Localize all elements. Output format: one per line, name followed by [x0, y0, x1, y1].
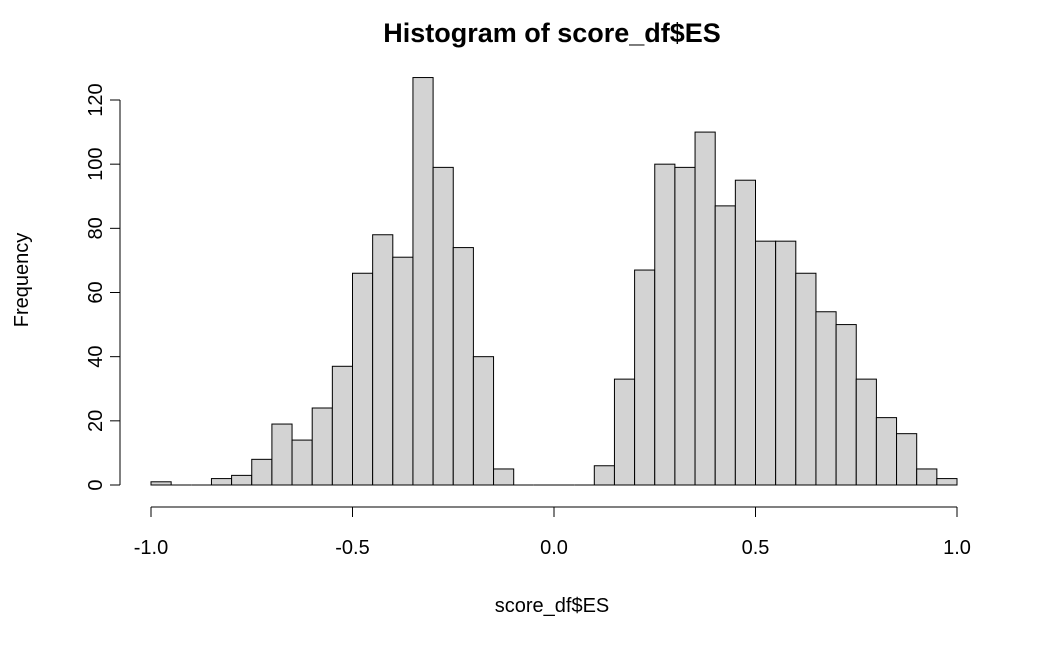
histogram-bar — [815, 311, 837, 486]
y-tick-label: 100 — [85, 147, 107, 180]
histogram-bar — [694, 131, 716, 486]
histogram-bar — [291, 439, 313, 486]
histogram-bar — [352, 272, 374, 486]
histogram-bar — [734, 179, 756, 486]
y-tick-label: 80 — [85, 217, 107, 239]
histogram-bar — [311, 407, 333, 486]
y-axis: 0 20 40 60 80 100 120 — [85, 83, 121, 491]
histogram-bar — [452, 247, 474, 486]
histogram-bar — [331, 365, 354, 486]
histogram-bar — [835, 324, 857, 486]
histogram-bar — [251, 458, 273, 486]
x-tick-label: -0.5 — [335, 537, 369, 559]
histogram-bar — [472, 356, 495, 486]
x-tick-label: 1.0 — [943, 537, 971, 559]
y-tick-label: 60 — [85, 281, 107, 303]
histogram-bar — [654, 163, 676, 486]
histogram-bar — [755, 240, 777, 486]
histogram-bar — [613, 378, 636, 486]
x-tick-label: 0.0 — [540, 537, 568, 559]
histogram-bar — [432, 166, 454, 486]
histogram-bar — [875, 417, 898, 486]
y-tick-label: 20 — [85, 410, 107, 432]
histogram-bar — [855, 378, 877, 486]
histogram-bar — [714, 205, 736, 486]
y-tick-label: 0 — [85, 479, 107, 490]
x-tick-label: 0.5 — [742, 537, 770, 559]
bars-group — [150, 77, 958, 486]
histogram-bar — [896, 433, 918, 486]
histogram-bar — [634, 269, 656, 486]
x-axis: -1.0 -0.5 0.0 0.5 1.0 — [134, 506, 971, 559]
y-axis-label: Frequency — [11, 233, 33, 328]
histogram-bar — [150, 481, 172, 486]
chart-title: Histogram of score_df$ES — [383, 18, 721, 48]
y-tick-label: 120 — [85, 83, 107, 116]
histogram-bar — [674, 166, 696, 486]
histogram-bar — [916, 468, 938, 486]
x-axis-label: score_df$ES — [495, 595, 610, 617]
x-tick-label: -1.0 — [134, 537, 168, 559]
histogram-bar — [412, 77, 434, 486]
histogram-bar — [775, 240, 797, 486]
histogram-bar — [593, 465, 615, 486]
histogram-bar — [231, 474, 253, 486]
histogram-bar — [936, 478, 958, 486]
histogram-bar — [372, 234, 394, 486]
histogram-bar — [271, 423, 293, 486]
y-tick-label: 40 — [85, 346, 107, 368]
histogram-bar — [210, 478, 233, 486]
histogram-bar — [795, 272, 817, 486]
histogram-bar — [392, 256, 414, 486]
histogram-bar — [493, 468, 515, 486]
